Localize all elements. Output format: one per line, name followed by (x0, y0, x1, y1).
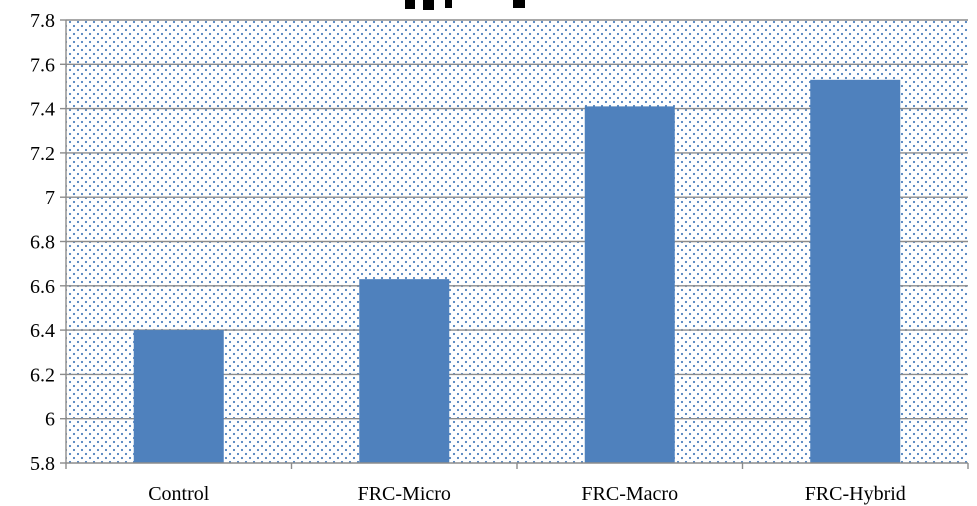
title-glyph-fragment (513, 0, 525, 8)
y-tick-labels: 5.8 6 6.2 6.4 6.6 6.8 7 7.2 7.4 7.6 7.8 (30, 10, 55, 475)
y-tick-label: 7.6 (30, 54, 55, 76)
y-tick-label: 7.2 (30, 143, 55, 165)
bar-frc-macro (584, 106, 675, 463)
title-glyph-fragment (405, 0, 415, 9)
y-tick-label: 6.6 (30, 276, 55, 298)
y-tick-label: 6.4 (30, 320, 55, 342)
chart-title-fragment (405, 0, 525, 10)
y-tick-label: 6 (45, 409, 55, 431)
bars (133, 79, 901, 464)
title-glyph-fragment (445, 0, 452, 8)
x-category-label: FRC-Macro (581, 483, 678, 505)
x-category-labels: Control FRC-Micro FRC-Macro FRC-Hybrid (148, 483, 906, 505)
bar-frc-micro (359, 279, 450, 463)
x-category-label: FRC-Micro (358, 483, 451, 505)
y-tick-label: 6.8 (30, 232, 55, 254)
bar-frc-hybrid (810, 79, 901, 464)
y-tick-label: 7.8 (30, 10, 55, 32)
x-category-label: FRC-Hybrid (805, 483, 906, 505)
x-category-label: Control (148, 483, 210, 505)
y-tick-label: 7.4 (30, 99, 55, 121)
y-tick-label: 7 (45, 187, 55, 209)
y-tick-label: 6.2 (30, 364, 55, 386)
axes (65, 20, 969, 469)
bar-control (133, 330, 224, 463)
y-tick-label: 5.8 (30, 453, 55, 475)
title-glyph-fragment (423, 0, 434, 10)
